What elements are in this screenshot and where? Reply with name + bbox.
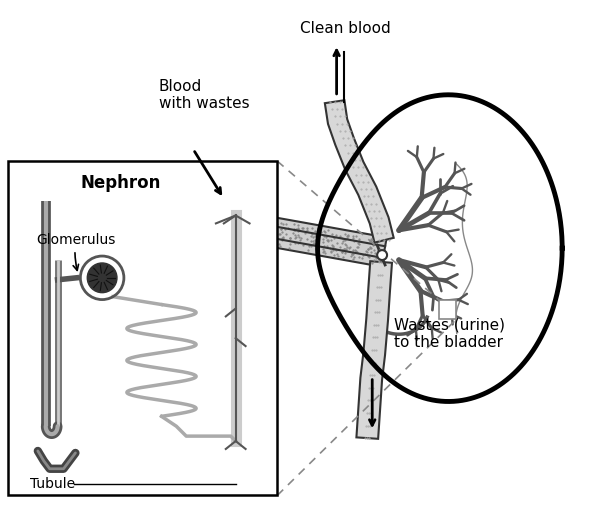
Text: Glomerulus: Glomerulus (36, 233, 115, 270)
Circle shape (87, 263, 117, 293)
Polygon shape (216, 208, 387, 267)
Text: Blood
with wastes: Blood with wastes (158, 79, 249, 111)
Polygon shape (325, 100, 394, 243)
Text: Nephron: Nephron (81, 174, 161, 192)
Circle shape (377, 250, 387, 260)
Text: Clean blood: Clean blood (300, 20, 391, 35)
Bar (439, 300, 457, 319)
Polygon shape (356, 261, 392, 439)
Text: Tubule: Tubule (30, 477, 75, 491)
Polygon shape (317, 95, 562, 401)
Bar (8, 161, 277, 495)
Text: Wastes (urine)
to the bladder: Wastes (urine) to the bladder (394, 317, 505, 350)
